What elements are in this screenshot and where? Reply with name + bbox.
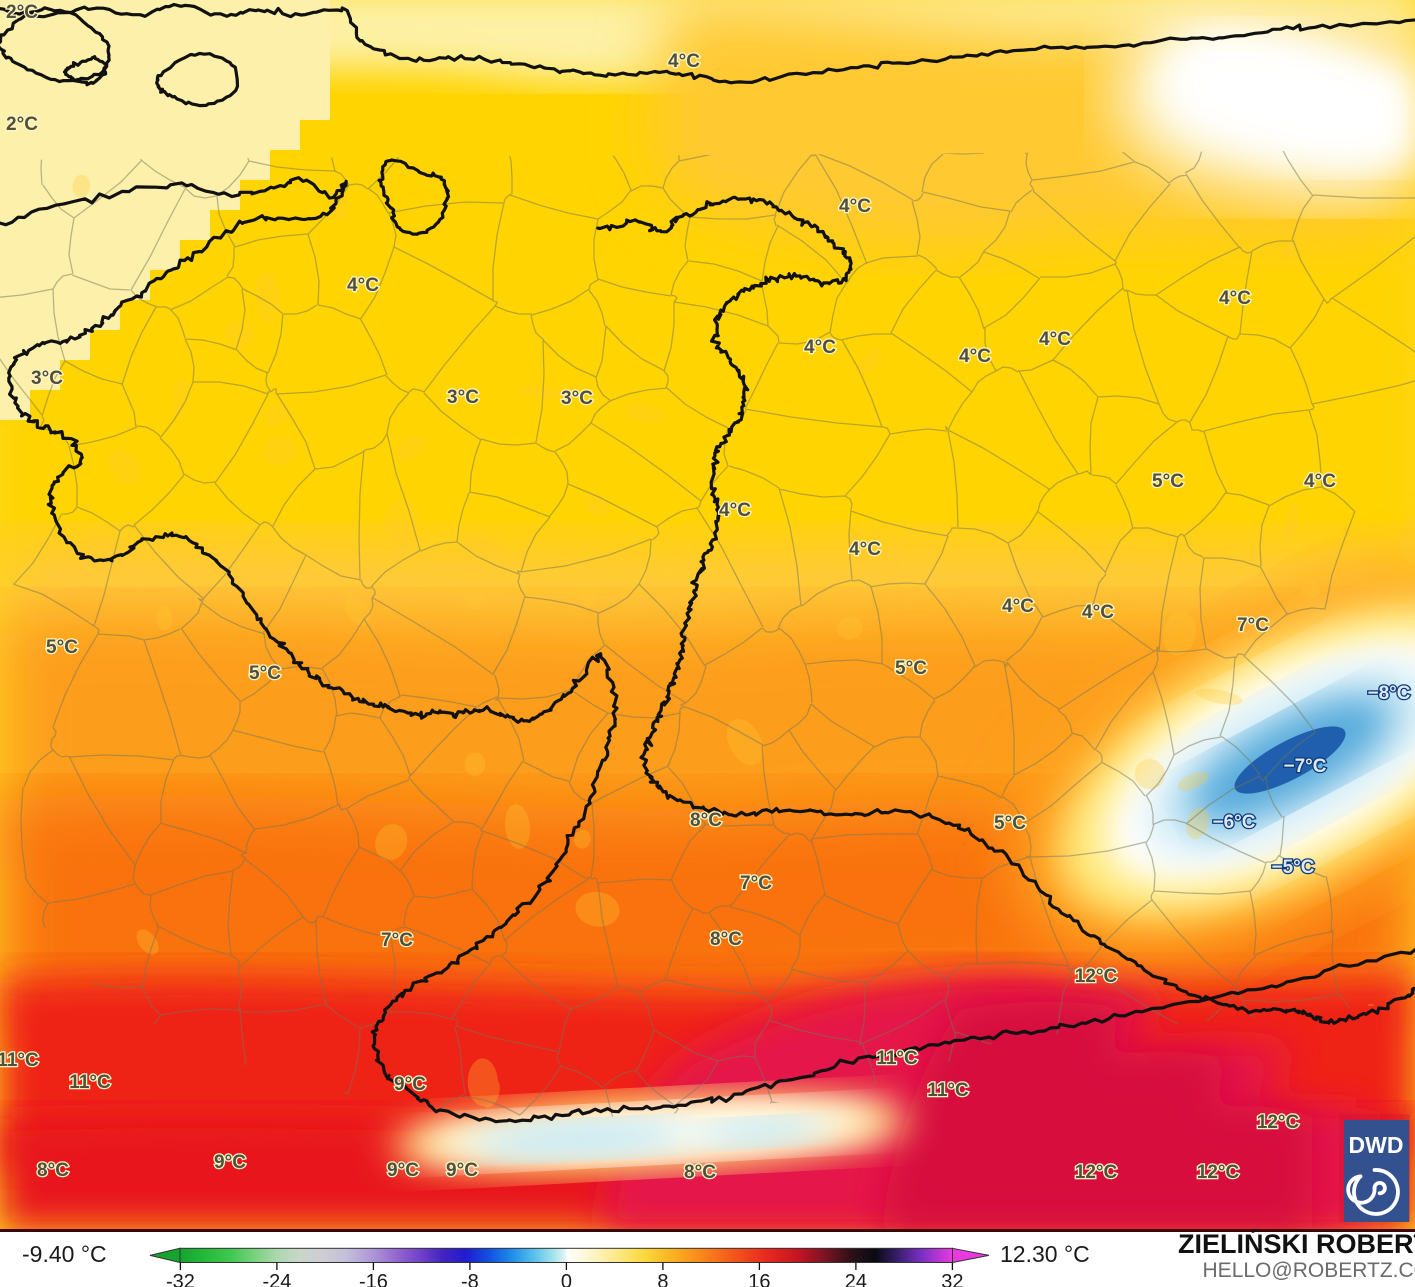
svg-text:16: 16 — [748, 1271, 770, 1287]
svg-text:-16: -16 — [359, 1271, 388, 1287]
svg-text:24: 24 — [845, 1271, 867, 1287]
svg-text:HELLO@ROBERTZ.CO: HELLO@ROBERTZ.CO — [1203, 1259, 1415, 1282]
svg-text:-9.40 °C: -9.40 °C — [22, 1241, 107, 1267]
svg-text:8: 8 — [657, 1271, 668, 1287]
svg-text:-8: -8 — [461, 1271, 479, 1287]
svg-text:12.30 °C: 12.30 °C — [1000, 1241, 1090, 1267]
svg-text:32: 32 — [941, 1271, 963, 1287]
svg-text:0: 0 — [561, 1271, 572, 1287]
svg-text:-24: -24 — [262, 1271, 291, 1287]
svg-text:ZIELIŃSKI ROBERT: ZIELIŃSKI ROBERT — [1178, 1228, 1415, 1259]
svg-text:-32: -32 — [166, 1271, 195, 1287]
